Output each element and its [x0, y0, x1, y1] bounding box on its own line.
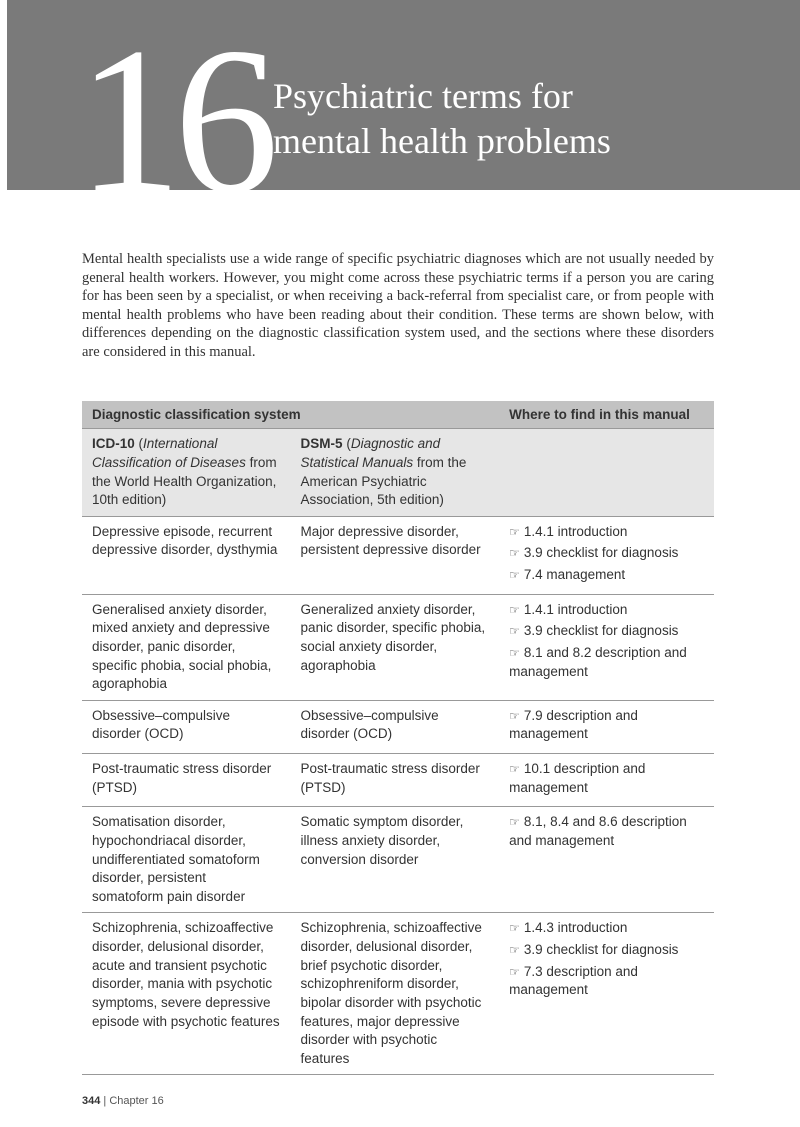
manual-ref: 7.9 description and management: [509, 707, 704, 744]
cell-ref: 1.4.1 introduction 3.9 checklist for diag…: [499, 516, 714, 594]
cell-ref: 8.1, 8.4 and 8.6 description and managem…: [499, 807, 714, 913]
page-footer: 344 | Chapter 16: [0, 1075, 800, 1127]
cell-dsm: Schizophrenia, schizoaffective disorder,…: [291, 913, 500, 1075]
page-number: 344: [82, 1095, 100, 1107]
cell-icd: Somatisation disorder, hypochondriacal d…: [82, 807, 291, 913]
subhead-blank: [499, 429, 714, 517]
cell-icd: Obsessive–compulsive disorder (OCD): [82, 700, 291, 753]
table-row: Post-traumatic stress disorder (PTSD)Pos…: [82, 754, 714, 807]
cell-icd: Schizophrenia, schizoaffective disorder,…: [82, 913, 291, 1075]
subhead-dsm: DSM-5 (Diagnostic and Statistical Manual…: [291, 429, 500, 517]
subhead-icd: ICD-10 (International Classification of …: [82, 429, 291, 517]
table-row: Depressive episode, recurrent depressive…: [82, 516, 714, 594]
table-subheader-row: ICD-10 (International Classification of …: [82, 429, 714, 517]
intro-paragraph: Mental health specialists use a wide ran…: [82, 250, 714, 361]
cell-dsm: Somatic symptom disorder, illness anxiet…: [291, 807, 500, 913]
icd-bold: ICD-10: [92, 436, 135, 451]
chapter-header: 16 Psychiatric terms for mental health p…: [7, 0, 800, 190]
table-row: Obsessive–compulsive disorder (OCD)Obses…: [82, 700, 714, 753]
cell-icd: Depressive episode, recurrent depressive…: [82, 516, 291, 594]
chapter-number: 16: [77, 16, 271, 226]
manual-ref: 7.4 management: [509, 566, 704, 585]
cell-ref: 10.1 description and management: [499, 754, 714, 807]
cell-ref: 7.9 description and management: [499, 700, 714, 753]
table-row: Schizophrenia, schizoaffective disorder,…: [82, 913, 714, 1075]
col-header-where: Where to find in this manual: [499, 401, 714, 429]
cell-dsm: Post-traumatic stress disorder (PTSD): [291, 754, 500, 807]
table-header-row: Diagnostic classification system Where t…: [82, 401, 714, 429]
manual-ref: 3.9 checklist for diagnosis: [509, 941, 704, 960]
manual-ref: 3.9 checklist for diagnosis: [509, 622, 704, 641]
title-line-1: Psychiatric terms for: [273, 76, 573, 116]
manual-ref: 7.3 description and management: [509, 963, 704, 1000]
manual-ref: 1.4.3 introduction: [509, 919, 704, 938]
cell-dsm: Obsessive–compulsive disorder (OCD): [291, 700, 500, 753]
table-row: Somatisation disorder, hypochondriacal d…: [82, 807, 714, 913]
terms-table: Diagnostic classification system Where t…: [82, 401, 714, 1075]
col-header-system: Diagnostic classification system: [82, 401, 499, 429]
chapter-title: Psychiatric terms for mental health prob…: [273, 74, 611, 164]
cell-ref: 1.4.1 introduction 3.9 checklist for diag…: [499, 594, 714, 700]
cell-dsm: Major depressive disorder, persistent de…: [291, 516, 500, 594]
manual-ref: 10.1 description and management: [509, 760, 704, 797]
cell-dsm: Generalized anxiety disorder, panic diso…: [291, 594, 500, 700]
manual-ref: 1.4.1 introduction: [509, 601, 704, 620]
manual-ref: 3.9 checklist for diagnosis: [509, 544, 704, 563]
manual-ref: 8.1 and 8.2 description and management: [509, 644, 704, 681]
manual-ref: 8.1, 8.4 and 8.6 description and managem…: [509, 813, 704, 850]
footer-label: | Chapter 16: [100, 1095, 163, 1107]
title-line-2: mental health problems: [273, 121, 611, 161]
cell-icd: Post-traumatic stress disorder (PTSD): [82, 754, 291, 807]
table-row: Generalised anxiety disorder, mixed anxi…: [82, 594, 714, 700]
cell-ref: 1.4.3 introduction 3.9 checklist for diag…: [499, 913, 714, 1075]
manual-ref: 1.4.1 introduction: [509, 523, 704, 542]
dsm-bold: DSM-5: [301, 436, 343, 451]
cell-icd: Generalised anxiety disorder, mixed anxi…: [82, 594, 291, 700]
page-content: Mental health specialists use a wide ran…: [0, 190, 800, 1075]
